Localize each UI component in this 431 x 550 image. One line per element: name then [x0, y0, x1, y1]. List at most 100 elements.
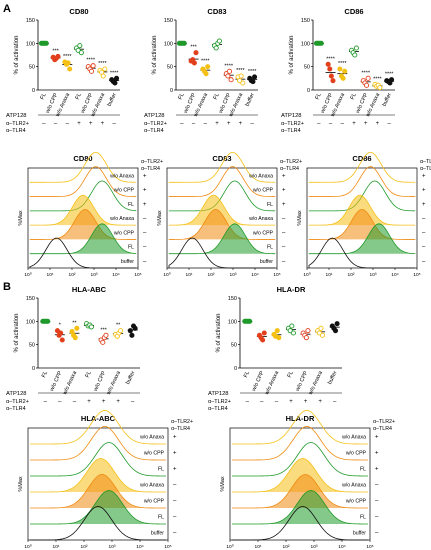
tlr-sign: + [87, 399, 91, 405]
data-point [226, 68, 233, 74]
data-point [113, 75, 120, 81]
row-label: w/o Anaxa [249, 173, 273, 179]
row-sign: + [143, 173, 147, 179]
tlr-sign: – [192, 121, 196, 127]
data-point [55, 53, 61, 59]
histogram-trace [308, 209, 416, 240]
row-sign: – [282, 259, 286, 265]
data-point [72, 335, 78, 341]
histogram-trace [308, 223, 416, 255]
histogram-trace [232, 426, 368, 461]
tlr-sign: + [239, 121, 243, 127]
y-tick-label: 100 [26, 319, 35, 325]
tlr-sign: + [102, 399, 106, 405]
hist-x-tick-label: 10⁰ [303, 272, 310, 278]
y-axis-label: % of activation [289, 35, 295, 74]
data-point [240, 80, 246, 86]
row-sign: + [143, 202, 147, 208]
row-label: w/o CPP [114, 188, 135, 194]
histogram-trace [30, 474, 166, 509]
data-point [388, 77, 395, 83]
row-sign: – [422, 259, 426, 265]
row-sign: + [282, 173, 286, 179]
histogram-frame [229, 427, 371, 541]
histogram-trace [29, 223, 137, 255]
hist-x-tick-label: 10⁵ [164, 544, 171, 550]
tlr-sign: + [77, 121, 81, 127]
significance-label: ** [116, 323, 121, 329]
x-tick-label: w/o Anaxa [62, 369, 79, 396]
data-point [59, 337, 65, 343]
row-label: FL [267, 245, 273, 251]
tlr-sign: + [215, 121, 219, 127]
data-point [100, 339, 106, 345]
histogram-trace [30, 426, 166, 461]
hist-x-tick-label: 10¹ [53, 544, 60, 550]
data-point [274, 328, 280, 334]
hist-tlr-label-1: α–TLR2+ [420, 159, 431, 165]
data-point [276, 335, 282, 341]
data-point [90, 63, 96, 69]
x-tick-label: buffer [327, 370, 338, 385]
hist-y-label: %Max [157, 210, 163, 226]
tlr-sign: – [54, 121, 58, 127]
significance-label: **** [224, 63, 233, 69]
histogram-trace [308, 237, 415, 269]
histogram-title: CD86 [352, 154, 371, 163]
tlr-sign: – [180, 121, 184, 127]
x-tick-label: buffer [125, 370, 136, 385]
histogram-hla-abc: HLA-ABC %Max w/o Anaxa + w/o CPP + FL + w/o Anax… [18, 410, 193, 550]
hist-tlr-label-1: α–TLR2+ [141, 159, 163, 165]
hist-tlr-label-1: α–TLR2+ [280, 159, 302, 165]
tlr-label-1: α–TLR2+ [208, 399, 231, 405]
hist-x-tick-label: 10¹ [47, 272, 54, 278]
hist-x-tick-label: 10² [348, 272, 355, 278]
row-sign: – [143, 245, 147, 251]
histogram-trace [232, 441, 369, 477]
x-tick-label: buffer [382, 92, 393, 107]
hist-tlr-label-2: α–TLR4 [141, 166, 160, 172]
atp-label: ATP128 [6, 391, 27, 397]
data-point [127, 328, 133, 334]
data-point [117, 328, 124, 334]
significance-label: ** [72, 320, 77, 326]
x-tick-label: w/o Anaxa [264, 369, 281, 396]
data-point [129, 332, 135, 338]
row-label: w/o Anaxa [140, 482, 164, 488]
tlr-sign: – [112, 121, 116, 127]
histogram-title: CD83 [212, 154, 231, 163]
hist-y-label: %Max [297, 210, 303, 226]
significance-label: *** [190, 45, 197, 51]
data-point [337, 66, 343, 72]
significance-label: *** [52, 48, 59, 54]
y-axis-label: % of activation [14, 313, 20, 352]
significance-label: *** [100, 327, 107, 333]
histogram-trace [168, 194, 276, 226]
tlr-sign: – [260, 399, 264, 405]
data-point [203, 71, 209, 77]
chart-title: CD80 [69, 7, 88, 16]
data-point [328, 73, 334, 79]
row-sign: – [282, 230, 286, 236]
histogram-frame [27, 427, 169, 541]
row-sign: + [375, 466, 379, 472]
row-sign: + [422, 188, 426, 194]
row-sign: – [375, 482, 379, 488]
dotplot-hla-abc: HLA-ABC 0 50 100 150 % of activation FL – * w/o C… [6, 285, 140, 412]
histogram-trace [30, 410, 166, 445]
row-label: w/o Anaxa [249, 216, 273, 222]
hist-tlr-label-1: α–TLR2+ [373, 419, 395, 425]
tlr-sign: – [204, 121, 208, 127]
x-tick-label: FL [213, 92, 221, 100]
data-point [290, 330, 296, 336]
y-tick-label: 50 [167, 65, 173, 71]
data-point [261, 330, 267, 336]
data-point [330, 78, 336, 84]
histogram-trace [29, 151, 137, 183]
row-label: w/o CPP [346, 450, 367, 456]
row-sign: – [173, 498, 177, 504]
histogram-trace [29, 209, 137, 240]
hist-y-label: %Max [18, 476, 24, 492]
row-sign: – [143, 230, 147, 236]
